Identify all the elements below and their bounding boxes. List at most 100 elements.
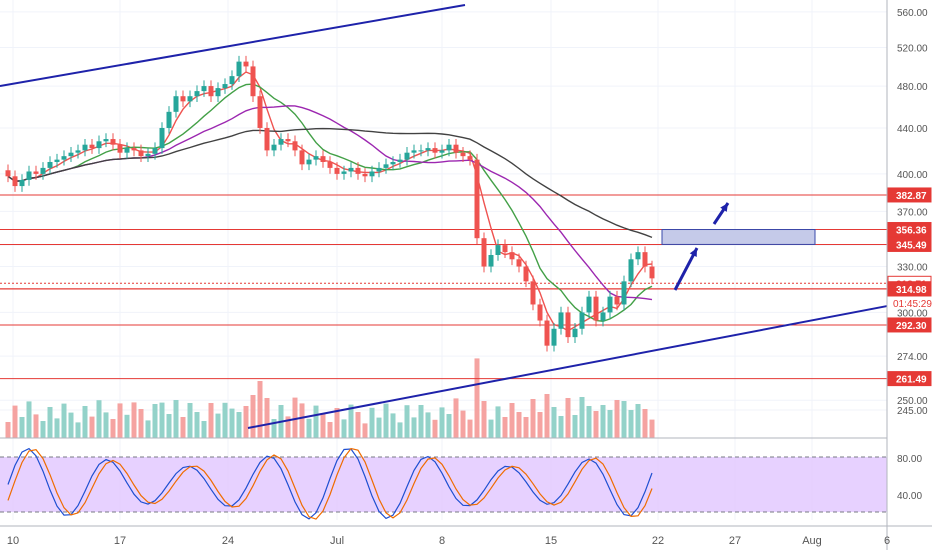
volume-bars [5,358,655,438]
volume-bar [285,416,291,438]
candle-body [355,167,361,174]
price-axis[interactable]: 560.00 520.00 480.00 440.00 400.00 370.00 345.… [886,0,932,550]
candle-body [138,150,144,157]
volume-bar [481,401,487,438]
volume-bar [264,398,270,438]
candle-body [418,150,424,152]
price-tick-label: 400.00 [897,170,928,181]
volume-bar [229,408,235,438]
volume-bar [495,406,501,438]
volume-bar [404,405,410,438]
level-badge [887,281,932,297]
volume-bar [418,405,424,438]
candle-body [593,296,599,321]
candle-body [516,259,522,267]
time-tick-label: 10 [7,535,19,547]
candle-body [320,156,326,162]
candle-body [82,144,88,151]
volume-bar [26,401,32,438]
candle-body [362,173,368,177]
volume-bar [460,410,466,438]
price-tick-label: 250.00 [897,396,928,407]
volume-bar [103,412,109,438]
candle-body [201,86,207,92]
candle-body [572,328,578,338]
volume-bar [425,412,431,438]
volume-bar [649,419,655,438]
volume-bar [82,406,88,438]
volume-bar [593,411,599,438]
candle-body [47,161,53,168]
volume-bar [117,403,123,438]
volume-bar [159,402,165,438]
volume-bar [446,414,452,438]
candle-body [509,252,515,260]
volume-bar [47,407,53,438]
volume-bar [145,420,151,438]
volume-bar [600,405,606,438]
candle-body [278,139,284,145]
volume-bar [355,412,361,438]
time-axis[interactable]: 10 17 24 Jul 8 15 22 27 Aug 6 [0,525,932,547]
volume-bar [565,398,571,438]
volume-bar [348,404,354,438]
volume-bar [586,406,592,438]
candle-body [61,156,67,160]
candle-body [341,171,347,174]
candle-body [264,127,270,151]
level-badge [887,371,932,387]
volume-bar [194,412,200,438]
candle-body [502,245,508,253]
candle-body [222,84,228,89]
candle-body [152,148,158,154]
trend-lines[interactable] [0,4,888,429]
price-tick-label: 480.00 [897,82,928,93]
candle-body [334,167,340,174]
candle-body [306,159,312,165]
candle-body [432,148,438,153]
candle-body [635,252,641,260]
volume-bar [628,410,634,438]
candle-body [460,152,466,157]
volume-bar [222,402,228,438]
candle-body [551,328,557,346]
candle-body [229,76,235,85]
level-badge [887,222,932,238]
volume-bar [257,381,263,438]
countdown-label: 01:45:29 [893,299,932,310]
candle-body [173,96,179,112]
stoch-k-line [7,447,653,520]
volume-bar [208,403,214,438]
candle-body [159,127,165,149]
stoch-rsi-pane[interactable] [0,437,932,520]
candle-body [649,266,655,279]
candle-body [404,152,410,160]
volume-bar [453,398,459,438]
candle-body [19,179,25,187]
candle-body [257,96,263,128]
candlesticks[interactable] [5,55,655,352]
candle-body [292,141,298,151]
candle-body [481,238,487,267]
volume-bar [523,417,529,438]
candle-body [243,61,249,67]
arrow-head [689,248,697,257]
candle-body [621,281,627,305]
candle-body [75,150,81,153]
time-tick-label: 24 [222,535,234,547]
level-badge [887,236,932,252]
upper-trend-line [0,4,466,88]
candle-body [110,139,116,145]
volume-bar [551,407,557,438]
volume-bar [306,418,312,438]
stoch-tick-label: 80.00 [897,454,922,465]
candle-body [369,171,375,177]
volume-bar [607,410,613,438]
volume-bar [642,409,648,438]
candle-body [537,304,543,321]
volume-bar [166,414,172,438]
level-badge-label: 382.87 [896,191,927,202]
candle-body [628,259,634,282]
